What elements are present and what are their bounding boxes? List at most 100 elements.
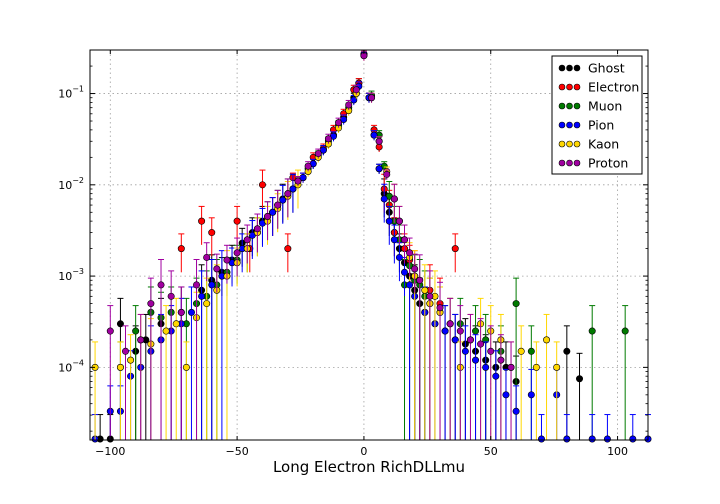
legend-marker xyxy=(558,140,566,148)
data-point xyxy=(507,363,515,371)
data-point xyxy=(497,356,505,364)
data-point xyxy=(122,347,130,355)
data-point xyxy=(127,356,135,364)
y-tick-label: 10−2 xyxy=(58,176,84,192)
data-point xyxy=(269,208,277,216)
legend: Ghost Electron Muon Pion Kaon Proton xyxy=(551,55,643,175)
data-point xyxy=(198,217,206,225)
data-point xyxy=(167,292,175,300)
legend-marker xyxy=(566,102,573,110)
data-point xyxy=(299,174,307,182)
legend-marker xyxy=(566,140,573,148)
data-point xyxy=(375,165,383,173)
data-point xyxy=(314,150,322,158)
data-point xyxy=(116,363,124,371)
data-point xyxy=(451,245,459,253)
data-point xyxy=(203,253,211,261)
legend-marker xyxy=(558,102,566,110)
x-tick-label: 100 xyxy=(607,445,628,458)
legend-marker xyxy=(573,102,581,110)
data-point xyxy=(177,245,185,253)
data-point xyxy=(446,320,454,328)
data-point xyxy=(182,363,190,371)
data-point xyxy=(274,201,282,209)
data-point xyxy=(284,190,292,198)
legend-marker xyxy=(566,159,573,167)
data-series xyxy=(91,49,652,443)
y-tick-label: 10−4 xyxy=(58,358,84,374)
data-point xyxy=(629,435,637,443)
legend-label: Pion xyxy=(588,118,614,133)
data-point xyxy=(106,327,114,335)
legend-item-electron: Electron xyxy=(558,80,639,95)
legend-item-pion: Pion xyxy=(558,118,614,133)
data-point xyxy=(576,375,584,383)
legend-label: Proton xyxy=(588,156,628,171)
data-point xyxy=(621,327,629,335)
data-point xyxy=(436,304,444,312)
legend-marker xyxy=(573,121,581,129)
data-point xyxy=(264,212,272,220)
data-point xyxy=(340,115,348,123)
data-point xyxy=(345,101,353,109)
data-point xyxy=(253,225,261,233)
data-point xyxy=(233,217,241,225)
data-point xyxy=(147,300,155,308)
data-point xyxy=(157,281,165,289)
data-point xyxy=(284,245,292,253)
data-point xyxy=(451,336,459,344)
data-point xyxy=(543,336,551,344)
legend-marker xyxy=(558,83,566,91)
legend-marker xyxy=(558,64,566,72)
data-point xyxy=(461,347,469,355)
data-point xyxy=(208,281,216,289)
data-point xyxy=(421,286,429,294)
legend-marker xyxy=(558,121,566,129)
data-point xyxy=(335,119,343,127)
data-point xyxy=(532,363,540,371)
data-point xyxy=(385,217,393,225)
data-point xyxy=(213,265,221,273)
data-point xyxy=(456,327,464,335)
data-point xyxy=(441,327,449,335)
data-point xyxy=(294,177,302,185)
data-point xyxy=(177,308,185,316)
y-tick-label: 10−1 xyxy=(58,85,84,101)
legend-marker xyxy=(573,64,581,72)
data-point xyxy=(383,170,391,178)
data-point xyxy=(426,292,434,300)
legend-marker xyxy=(573,140,581,148)
data-point xyxy=(370,131,378,139)
legend-marker xyxy=(566,83,573,91)
x-tick-label: 0 xyxy=(360,445,367,458)
data-point xyxy=(187,308,195,316)
data-point xyxy=(203,300,211,308)
axis-ticks: −100 −50 0 50 100 10−4 10−3 10−2 10−1 xyxy=(58,50,648,458)
legend-marker xyxy=(558,159,566,167)
data-point xyxy=(553,363,561,371)
legend-item-proton: Proton xyxy=(558,156,628,171)
data-point xyxy=(304,162,312,170)
legend-marker xyxy=(573,83,581,91)
data-point xyxy=(401,268,409,276)
data-point xyxy=(502,391,510,399)
data-point xyxy=(401,236,409,244)
data-point xyxy=(588,435,596,443)
data-point xyxy=(162,327,170,335)
legend-item-kaon: Kaon xyxy=(558,137,619,152)
data-point xyxy=(279,196,287,204)
data-point xyxy=(137,336,145,344)
data-point xyxy=(258,181,266,189)
data-point xyxy=(390,195,398,203)
data-point xyxy=(517,347,525,355)
data-point xyxy=(375,137,383,145)
data-point xyxy=(416,276,424,284)
data-point xyxy=(527,347,535,355)
data-point xyxy=(289,185,297,193)
data-point xyxy=(319,146,327,154)
x-tick-label: −100 xyxy=(95,445,125,458)
data-point xyxy=(537,435,545,443)
legend-marker xyxy=(566,121,573,129)
data-point xyxy=(603,435,611,443)
